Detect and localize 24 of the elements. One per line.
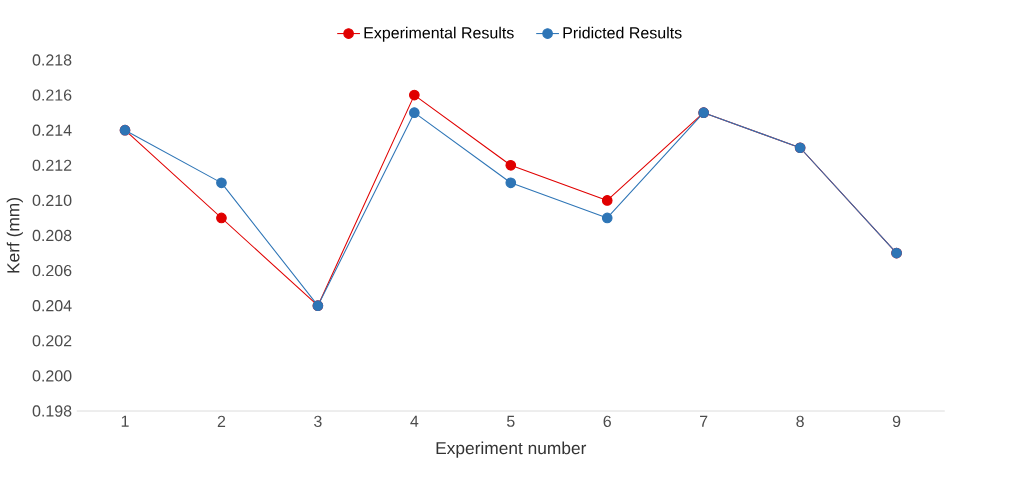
x-tick-label: 8 — [796, 415, 804, 428]
y-tick-label: 0.212 — [32, 159, 72, 171]
y-tick-label: 0.206 — [32, 264, 72, 277]
y-tick-label: 0.202 — [32, 335, 72, 347]
x-tick-label: 1 — [121, 415, 129, 427]
x-tick-label: 4 — [410, 415, 419, 427]
y-tick-label: 0.198 — [32, 405, 72, 417]
y-tick-label: 0.204 — [32, 300, 72, 312]
y-tick-label: 0.216 — [32, 89, 72, 101]
y-tick-label: 0.210 — [32, 194, 72, 207]
y-tick-label: 0.200 — [32, 370, 72, 382]
x-tick-label: 5 — [506, 415, 515, 427]
x-tick-label: 6 — [603, 415, 611, 428]
legend-label: Pridicted Results — [563, 26, 682, 39]
x-tick-label: 3 — [314, 415, 322, 428]
y-tick-label: 0.214 — [32, 124, 72, 136]
y-axis-title: Kerf (mm) — [6, 198, 23, 273]
x-axis-title: Experiment number — [436, 441, 587, 458]
x-tick-label: 2 — [217, 415, 226, 427]
y-tick-label: 0.218 — [32, 54, 72, 66]
x-tick-label: 9 — [892, 415, 901, 428]
y-tick-label: 0.208 — [32, 229, 72, 242]
x-tick-label: 7 — [700, 415, 708, 427]
legend-label: Experimental Results — [364, 26, 514, 42]
